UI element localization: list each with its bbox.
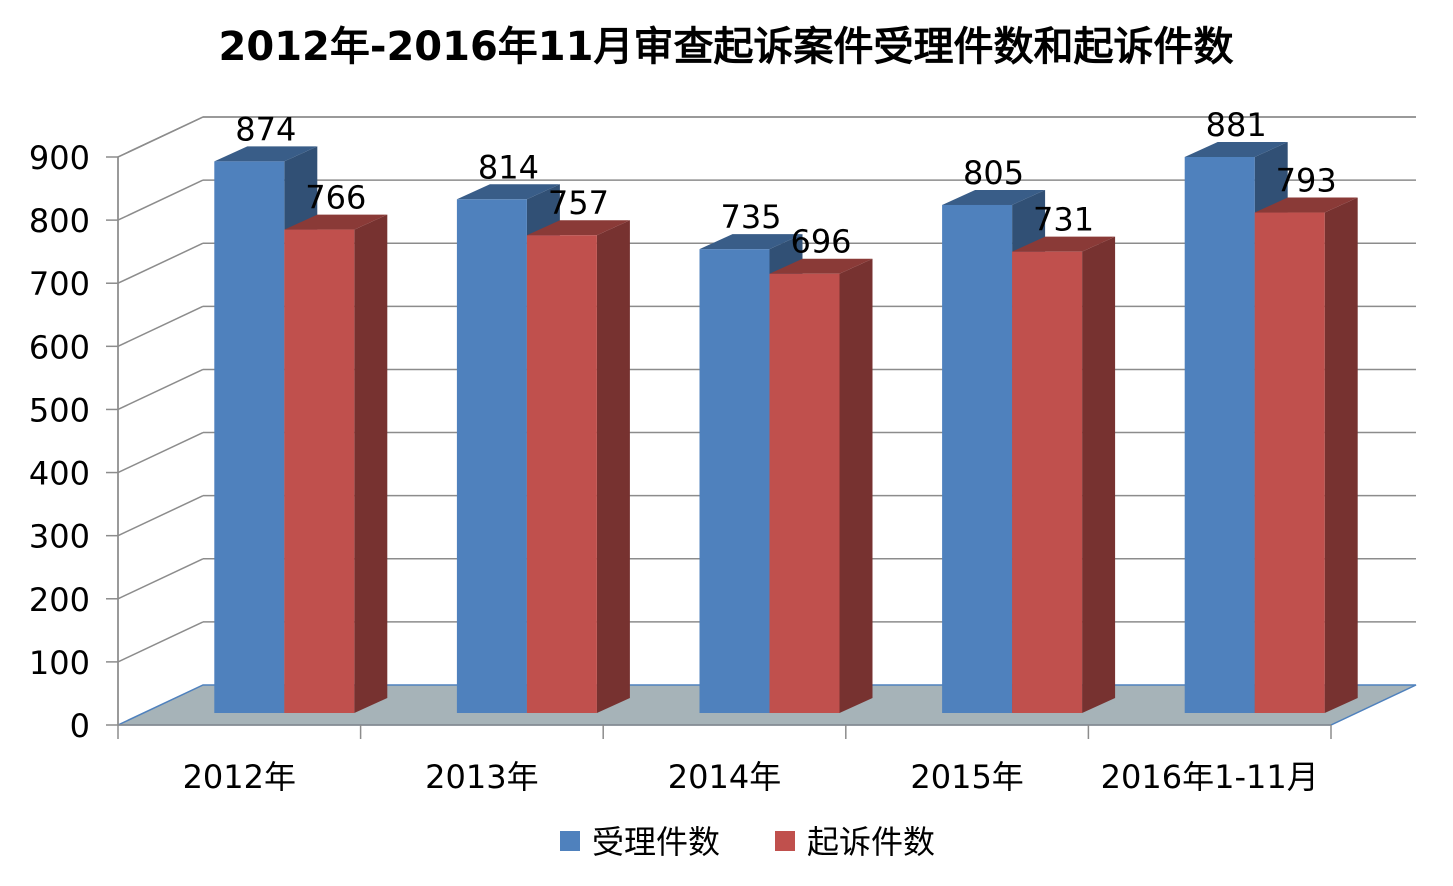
x-tick-label: 2013年 bbox=[425, 758, 538, 796]
bar bbox=[1184, 156, 1255, 714]
bar bbox=[1254, 212, 1325, 714]
bar-top bbox=[214, 146, 318, 162]
bar bbox=[769, 273, 840, 713]
y-tick-label: 500 bbox=[29, 391, 90, 429]
bar-top bbox=[769, 258, 873, 274]
bar-side bbox=[1082, 236, 1116, 713]
bar bbox=[699, 249, 770, 713]
bar-top bbox=[284, 214, 388, 230]
bar-top bbox=[456, 184, 560, 200]
data-label: 874 bbox=[235, 110, 296, 148]
bar-top bbox=[1012, 236, 1116, 252]
legend-swatch bbox=[775, 831, 795, 851]
bar-top bbox=[526, 220, 630, 236]
y-tick-label: 800 bbox=[29, 202, 90, 240]
bar bbox=[214, 161, 285, 714]
y-tick-label: 600 bbox=[29, 328, 90, 366]
gridline-side bbox=[117, 368, 204, 411]
data-label: 793 bbox=[1276, 162, 1337, 200]
y-tick-label: 200 bbox=[29, 581, 90, 619]
y-tick-label: 0 bbox=[70, 707, 90, 745]
bar-side bbox=[839, 258, 873, 713]
data-label: 814 bbox=[478, 148, 539, 186]
bar-side bbox=[354, 214, 388, 713]
x-tick-label: 2015年 bbox=[910, 758, 1023, 796]
bar-top bbox=[942, 189, 1046, 205]
bar-side bbox=[1324, 197, 1358, 714]
bar-side bbox=[596, 220, 630, 713]
y-tick-label: 300 bbox=[29, 518, 90, 556]
data-label: 757 bbox=[548, 184, 609, 222]
gridline-side bbox=[117, 305, 204, 348]
y-tick-label: 700 bbox=[29, 265, 90, 303]
data-label: 731 bbox=[1033, 201, 1094, 239]
legend-label: 受理件数 bbox=[592, 823, 720, 861]
x-axis: 2012年 2013年 2014年 2015年 2016年1-11月 bbox=[117, 724, 1332, 796]
bar bbox=[942, 204, 1013, 713]
bar-top bbox=[1254, 197, 1358, 213]
bar bbox=[284, 229, 355, 713]
y-tick-label: 100 bbox=[29, 644, 90, 682]
legend-label: 起诉件数 bbox=[807, 823, 935, 861]
data-label: 696 bbox=[790, 223, 851, 261]
y-tick-label: 400 bbox=[29, 455, 90, 493]
gridline-side bbox=[117, 431, 204, 474]
gridline-side bbox=[117, 242, 204, 284]
y-tick-label: 900 bbox=[29, 139, 90, 177]
x-tick-label: 2014年 bbox=[668, 758, 781, 796]
data-label: 735 bbox=[720, 198, 781, 236]
bars bbox=[214, 141, 1358, 714]
bar bbox=[456, 199, 527, 713]
chart-title: 2012年-2016年11月审查起诉案件受理件数和起诉件数 bbox=[219, 24, 1234, 70]
legend-swatch bbox=[560, 831, 580, 851]
data-label: 881 bbox=[1206, 106, 1267, 144]
bar-top bbox=[1184, 141, 1288, 157]
gridline-side bbox=[117, 621, 204, 663]
gridline-side bbox=[117, 494, 204, 537]
x-tick-label: 2012年 bbox=[183, 758, 296, 796]
x-tick-label: 2016年1-11月 bbox=[1101, 758, 1319, 796]
gridline-side bbox=[117, 179, 204, 221]
y-axis: 0 100 200 300 400 500 600 700 800 900 bbox=[29, 139, 119, 745]
data-label: 766 bbox=[305, 179, 366, 217]
gridline-side bbox=[117, 558, 204, 600]
bar bbox=[1012, 251, 1083, 713]
gridline-side bbox=[117, 116, 204, 158]
data-label: 805 bbox=[963, 154, 1024, 192]
bar bbox=[526, 235, 597, 713]
legend: 受理件数 起诉件数 bbox=[560, 823, 935, 861]
bar-top bbox=[699, 234, 803, 250]
